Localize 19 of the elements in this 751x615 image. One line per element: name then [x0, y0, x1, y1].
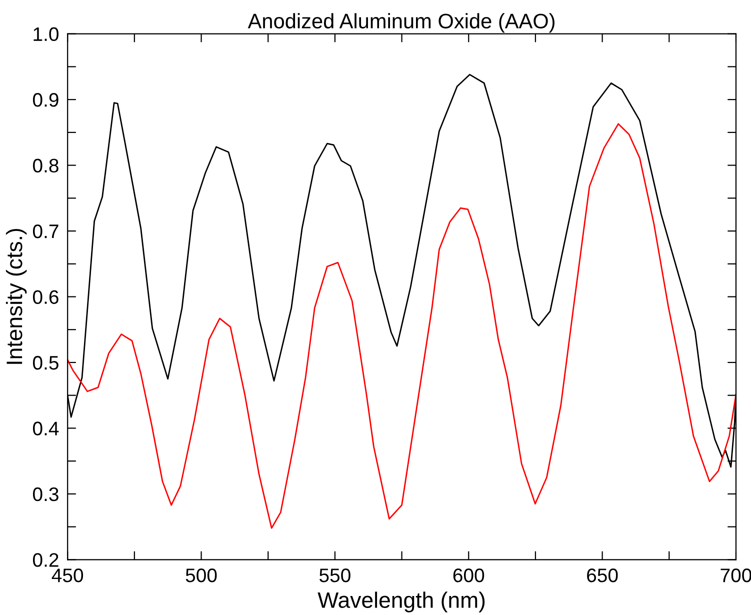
y-tick-label: 0.6	[32, 290, 58, 304]
x-tick-label: 550	[320, 568, 350, 582]
y-tick-label: 0.8	[32, 158, 58, 173]
y-tick-label: 1.0	[34, 27, 58, 42]
y-tick-label: 0.7	[32, 224, 58, 238]
x-tick-label: 600	[453, 568, 484, 582]
y-tick-label: 0.5	[32, 356, 58, 370]
x-tick-label: 450	[52, 568, 84, 582]
y-tick-label: 0.3	[32, 487, 58, 502]
x-tick-label: 500	[186, 568, 217, 582]
chart-title: Anodized Aluminum Oxide (AAO)	[248, 13, 554, 33]
x-tick-label: 650	[587, 568, 618, 582]
line-series	[68, 123, 736, 529]
y-axis-title: Intensity (cts.)	[6, 228, 27, 364]
x-tick-label: 700	[720, 568, 751, 582]
y-tick-label: 0.9	[32, 93, 58, 107]
y-tick-label: 0.2	[32, 553, 58, 567]
x-axis-title: Wavelength (nm)	[318, 592, 485, 612]
y-tick-label: 0.4	[32, 422, 59, 436]
